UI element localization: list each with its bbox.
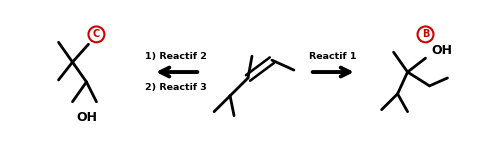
Text: 1) Reactif 2: 1) Reactif 2 [145, 52, 207, 61]
Text: OH: OH [431, 44, 452, 57]
Text: 2) Reactif 3: 2) Reactif 3 [145, 83, 207, 92]
Text: C: C [93, 29, 100, 39]
Text: OH: OH [76, 111, 97, 124]
Text: B: B [422, 29, 429, 39]
Text: Reactif 1: Reactif 1 [309, 52, 357, 61]
